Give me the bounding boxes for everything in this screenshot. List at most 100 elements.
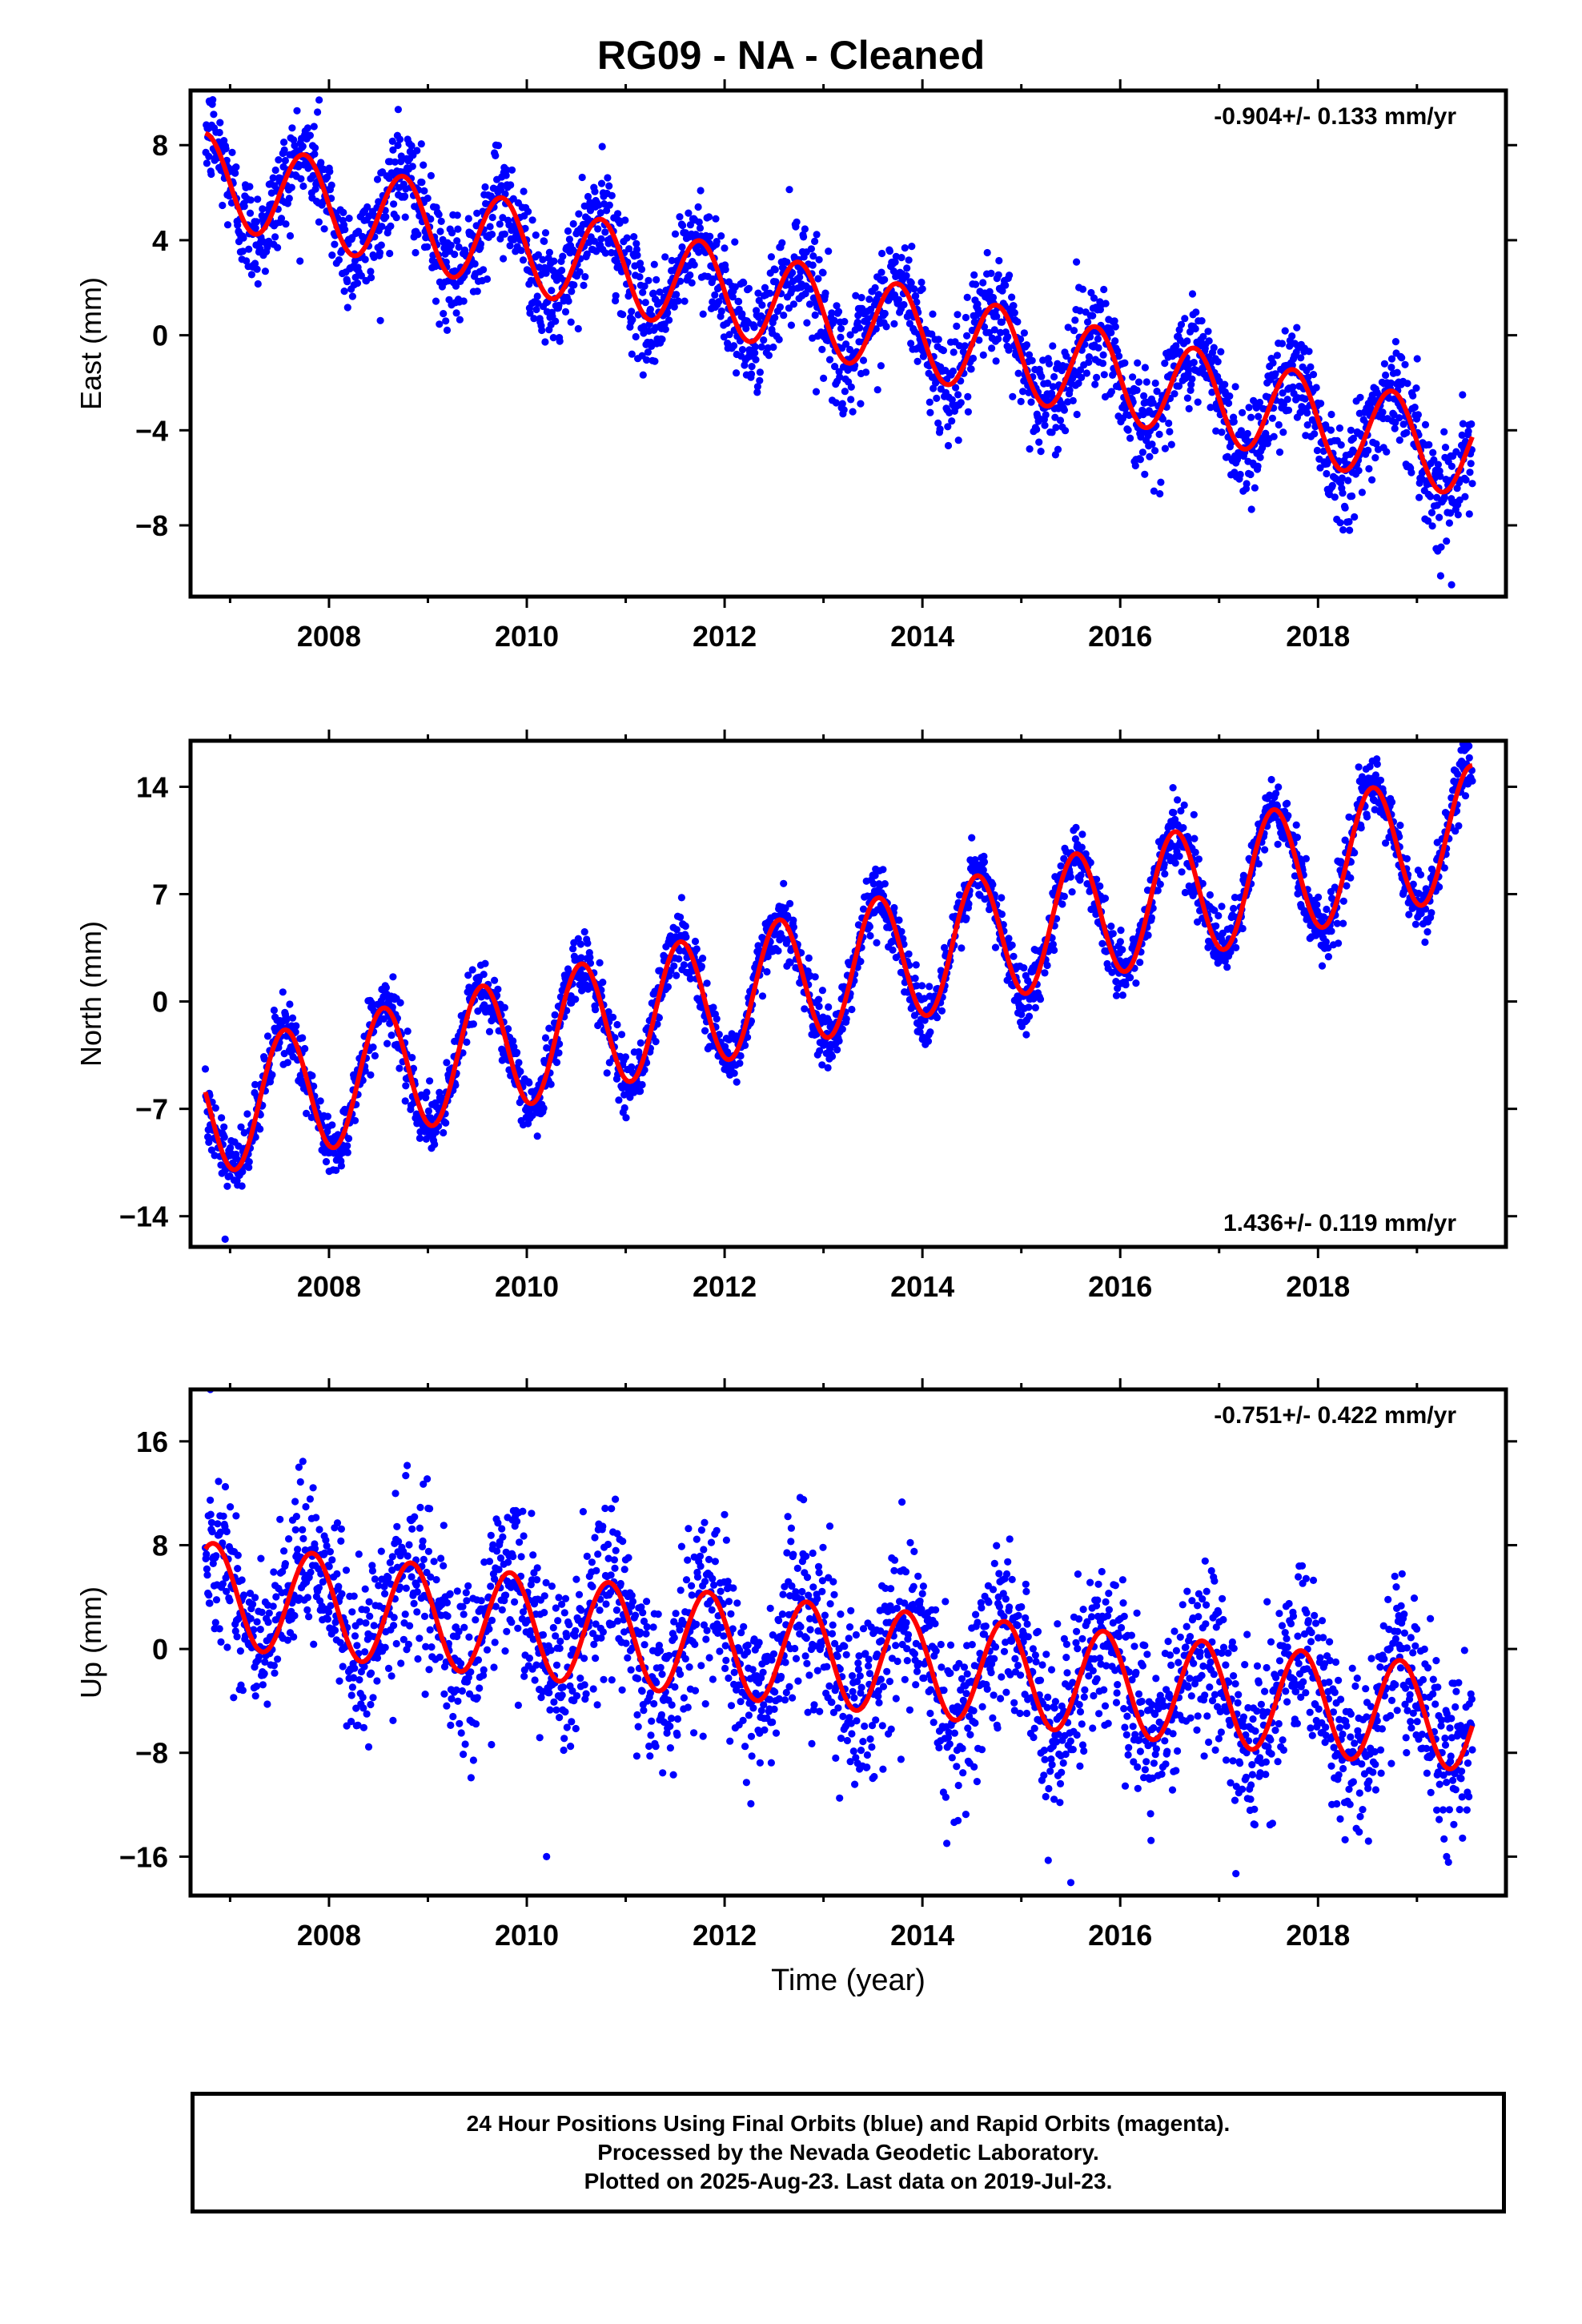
data-point xyxy=(686,271,694,279)
data-point xyxy=(778,934,787,942)
data-point xyxy=(601,228,609,236)
data-point xyxy=(1068,888,1076,896)
data-point xyxy=(424,1107,433,1115)
data-point xyxy=(1217,348,1225,356)
data-point xyxy=(837,324,845,332)
data-point xyxy=(567,318,575,326)
data-point xyxy=(586,959,595,967)
data-point xyxy=(251,224,259,232)
data-point xyxy=(1365,464,1373,473)
data-point xyxy=(614,210,622,218)
data-point xyxy=(1186,386,1195,394)
data-point xyxy=(926,983,934,991)
data-point xyxy=(296,257,304,265)
data-point xyxy=(889,946,897,954)
page-title: RG09 - NA - Cleaned xyxy=(596,33,986,78)
data-point xyxy=(1054,445,1062,453)
data-point xyxy=(963,332,971,340)
data-point xyxy=(1348,492,1356,501)
data-point xyxy=(709,1003,717,1011)
data-point xyxy=(691,937,700,946)
data-point xyxy=(1037,448,1045,456)
data-point xyxy=(661,253,669,261)
data-point xyxy=(494,985,502,993)
data-point xyxy=(297,175,305,183)
data-point xyxy=(1347,426,1355,434)
data-point xyxy=(592,1006,600,1014)
data-point xyxy=(408,1054,416,1062)
data-point xyxy=(408,163,416,171)
data-point xyxy=(994,271,1002,279)
data-point xyxy=(825,247,833,255)
data-point xyxy=(713,238,721,246)
data-point xyxy=(715,1031,723,1039)
data-point xyxy=(202,57,209,64)
data-point xyxy=(1185,366,1193,374)
data-point xyxy=(540,1104,548,1112)
data-point xyxy=(1210,344,1218,352)
data-point xyxy=(344,1135,353,1143)
data-point xyxy=(401,1097,409,1105)
data-point xyxy=(832,399,840,407)
data-point xyxy=(842,340,850,348)
data-point xyxy=(423,1088,431,1096)
data-point xyxy=(1382,371,1390,380)
data-point xyxy=(1336,519,1344,527)
data-point xyxy=(1315,893,1323,901)
data-point xyxy=(881,880,889,888)
data-point xyxy=(1076,307,1084,315)
data-point xyxy=(640,1066,648,1074)
data-point xyxy=(1269,359,1277,367)
data-point xyxy=(1350,448,1358,456)
data-point xyxy=(331,240,339,248)
data-point xyxy=(594,225,602,233)
data-point xyxy=(1230,418,1238,426)
data-point xyxy=(613,1020,621,1029)
data-point xyxy=(1231,383,1239,391)
data-point xyxy=(877,268,885,276)
data-point xyxy=(369,1043,377,1051)
data-point xyxy=(1169,784,1177,792)
data-point xyxy=(820,374,828,382)
data-point xyxy=(636,1039,644,1047)
data-point xyxy=(1275,448,1284,456)
data-point xyxy=(712,215,720,223)
data-point xyxy=(917,1023,925,1031)
data-point xyxy=(259,205,267,213)
data-point xyxy=(1161,444,1169,452)
data-point xyxy=(859,905,868,913)
data-point xyxy=(382,213,390,221)
data-point xyxy=(335,256,343,264)
data-point xyxy=(1146,452,1154,460)
data-point xyxy=(705,213,713,221)
data-point xyxy=(847,396,855,404)
data-point xyxy=(453,211,461,219)
data-point xyxy=(994,335,1002,343)
data-point xyxy=(964,408,972,416)
data-point xyxy=(388,137,396,145)
data-point xyxy=(533,1132,541,1140)
data-point xyxy=(539,255,547,263)
data-point xyxy=(323,1112,331,1120)
data-point xyxy=(431,1140,439,1148)
data-point xyxy=(1035,438,1043,446)
data-point xyxy=(488,213,496,222)
data-point xyxy=(506,242,514,250)
data-point xyxy=(215,128,223,137)
data-point xyxy=(1319,447,1327,456)
data-point xyxy=(952,384,960,392)
data-point xyxy=(908,243,916,251)
data-point xyxy=(420,187,428,195)
data-point xyxy=(877,362,885,370)
data-point xyxy=(418,179,426,187)
data-point xyxy=(926,408,934,416)
data-point xyxy=(818,345,826,353)
data-point xyxy=(964,392,972,400)
data-point xyxy=(1188,375,1196,383)
data-point xyxy=(694,203,702,211)
data-point xyxy=(929,310,937,318)
data-point xyxy=(1036,995,1045,1003)
data-point xyxy=(628,308,636,316)
data-point xyxy=(873,386,881,394)
